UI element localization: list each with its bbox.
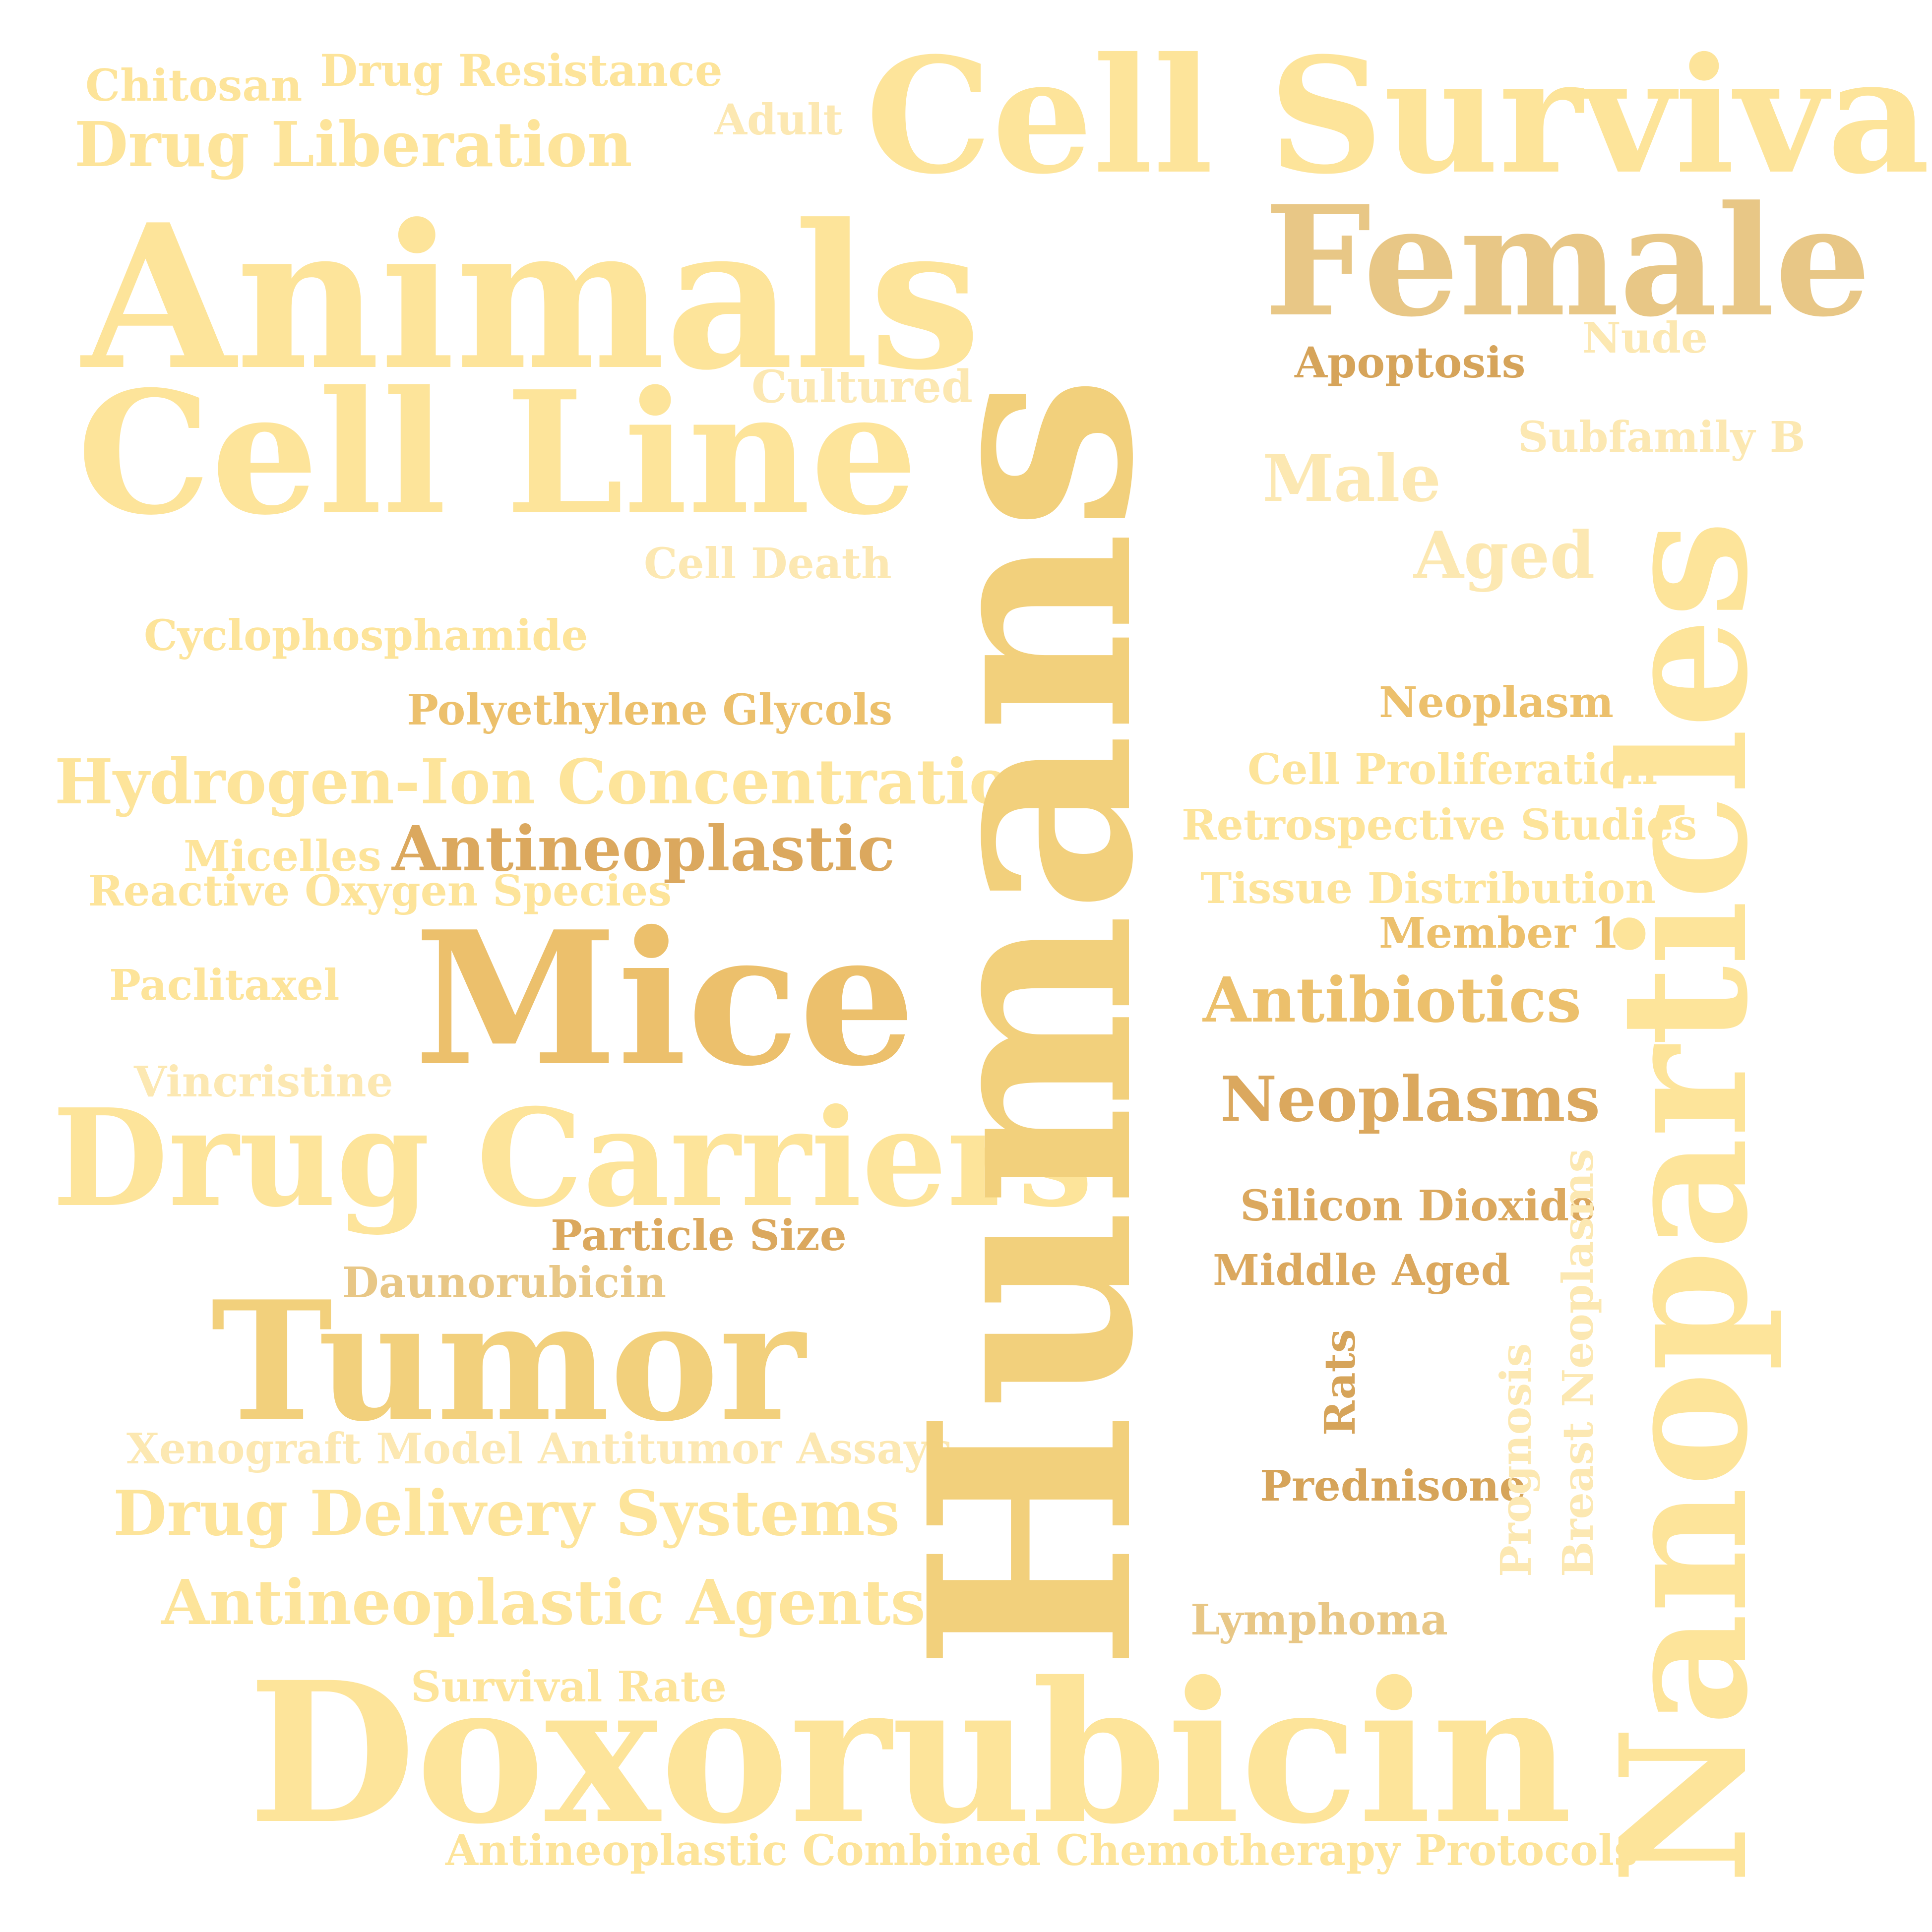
word-mice: Mice <box>414 892 916 1107</box>
word-prognosis: Prognosis <box>1492 1343 1541 1577</box>
word-adult: Adult <box>714 95 843 145</box>
word-reactive-oxygen-species: Reactive Oxygen Species <box>88 866 672 916</box>
word-nude: Nude <box>1582 313 1708 363</box>
word-doxorubicin: Doxorubicin <box>248 1639 1573 1867</box>
word-prednisone: Prednisone <box>1260 1461 1526 1511</box>
word-combined-protocols: Antineoplastic Combined Chemotherapy Pro… <box>445 1826 1638 1875</box>
word-cyclophosphamide: Cyclophosphamide <box>144 611 588 661</box>
word-drug-liberation: Drug Liberation <box>74 109 632 181</box>
word-neoplasm: Neoplasm <box>1379 678 1614 727</box>
word-tumor: Tumor <box>211 1265 806 1457</box>
word-paclitaxel: Paclitaxel <box>109 961 340 1010</box>
word-humans: Humans <box>869 374 1195 1671</box>
word-cell-proliferation: Cell Proliferation <box>1247 745 1658 794</box>
word-xenograft: Xenograft Model Antitumor Assays <box>126 1424 952 1474</box>
word-cell-death: Cell Death <box>644 539 892 589</box>
word-cell-survival: Cell Survival <box>866 23 1932 209</box>
word-drug-delivery-systems: Drug Delivery Systems <box>113 1477 900 1550</box>
word-daunorubicin: Daunorubicin <box>342 1258 667 1308</box>
word-breast-neoplasms: Breast Neoplasms <box>1554 1148 1603 1577</box>
word-member-1: Member 1 <box>1379 908 1620 958</box>
word-subfamily-b: Subfamily B <box>1518 413 1806 462</box>
word-nanoparticles: Nanoparticles <box>1582 520 1786 1884</box>
word-male: Male <box>1262 440 1441 516</box>
word-female: Female <box>1264 173 1871 350</box>
word-drug-resistance: Drug Resistance <box>320 45 723 96</box>
word-cultured: Cultured <box>751 361 973 413</box>
word-silicon-dioxide: Silicon Dioxide <box>1240 1181 1596 1231</box>
word-tissue-distribution: Tissue Distribution <box>1200 864 1656 913</box>
word-apoptosis: Apoptosis <box>1295 338 1526 388</box>
word-polyethylene-glycols: Polyethylene Glycols <box>407 685 893 735</box>
word-cell-line: Cell Line <box>77 355 918 552</box>
word-lymphoma: Lymphoma <box>1190 1595 1448 1645</box>
word-aged: Aged <box>1414 517 1595 593</box>
word-animals: Animals <box>82 181 981 414</box>
word-micelles: Micelles <box>184 832 381 881</box>
word-particle-size: Particle Size <box>551 1211 847 1261</box>
word-retrospective-studies: Retrospective Studies <box>1182 800 1697 850</box>
word-middle-aged: Middle Aged <box>1213 1246 1511 1295</box>
word-drug-carriers: Drug Carriers <box>52 1079 1093 1237</box>
word-chitosan: Chitosan <box>85 60 303 111</box>
word-antibiotics: Antibiotics <box>1203 964 1582 1036</box>
word-survival-rate: Survival Rate <box>411 1662 727 1712</box>
word-neoplasms: Neoplasms <box>1220 1063 1601 1136</box>
word-antineoplastic: Antineoplastic <box>392 813 895 885</box>
word-hydrogen-ion-concentration: Hydrogen-Ion Concentration <box>55 746 1056 818</box>
word-rats: Rats <box>1315 1329 1365 1436</box>
word-vincristine: Vincristine <box>134 1057 393 1107</box>
word-antineoplastic-agents: Antineoplastic Agents <box>161 1567 926 1639</box>
